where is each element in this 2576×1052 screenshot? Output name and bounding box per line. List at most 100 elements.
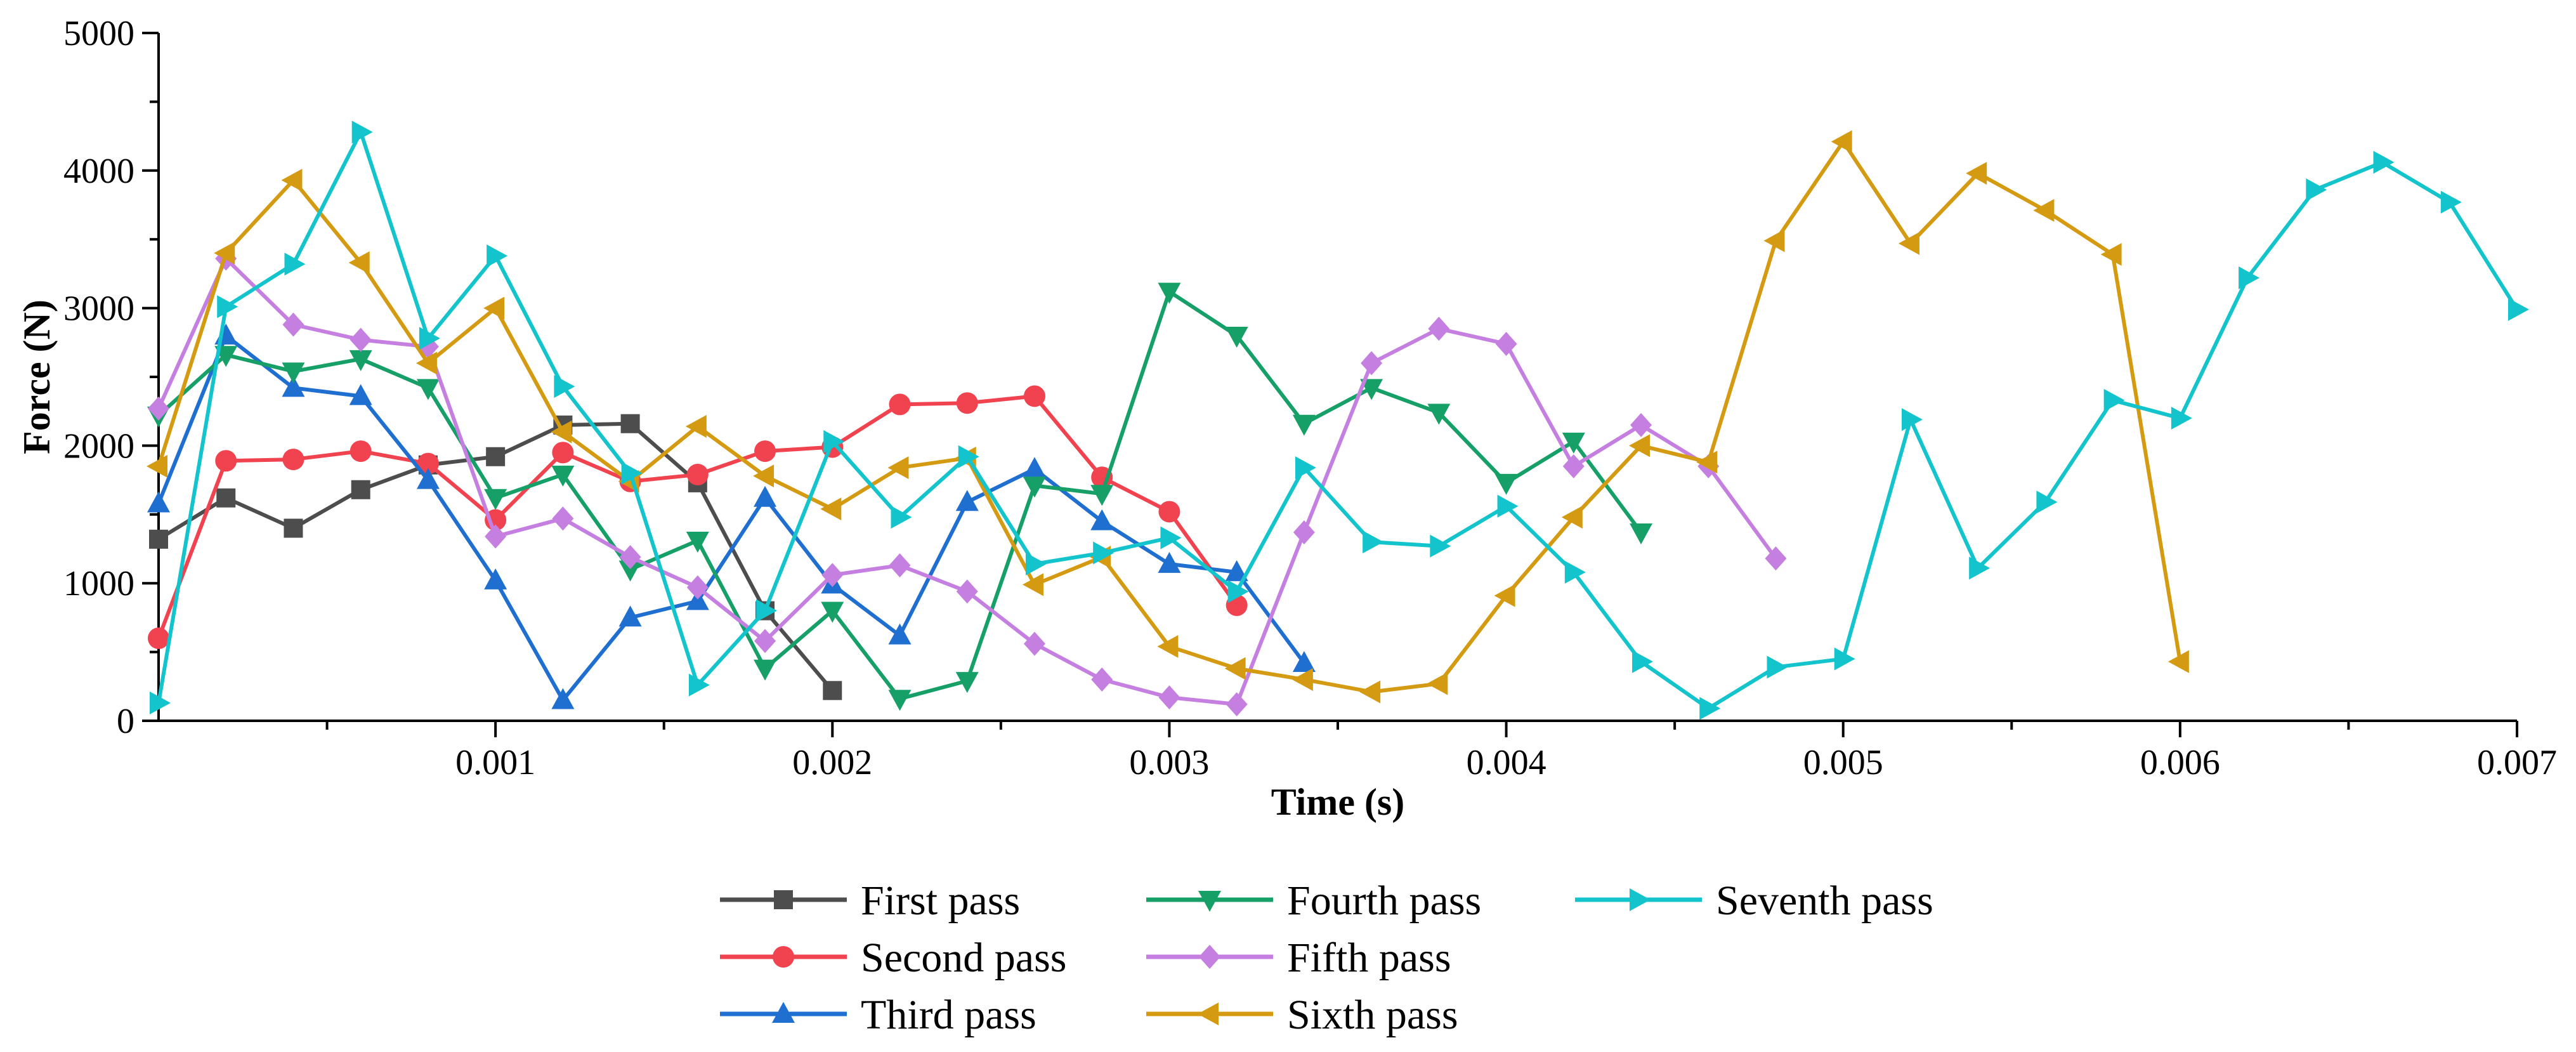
data-point-fifth-pass: [1428, 317, 1450, 341]
x-tick-label: 0.001: [455, 743, 535, 782]
data-point-seventh-pass: [351, 121, 373, 144]
axis-titles: Time (s) Force (N): [16, 299, 1404, 823]
data-point-seventh-pass: [621, 461, 643, 485]
data-point-seventh-pass: [487, 244, 508, 268]
data-point-second-pass: [1023, 385, 1045, 407]
data-point-third-pass: [416, 468, 440, 489]
data-point-fourth-pass: [1225, 326, 1248, 348]
x-tick-label: 0.007: [2477, 743, 2557, 782]
data-point-first-pass: [284, 518, 303, 538]
data-point-seventh-pass: [2103, 388, 2125, 412]
data-point-fourth-pass: [686, 531, 709, 553]
data-point-fifth-pass: [1226, 692, 1248, 716]
data-point-third-pass: [1090, 509, 1114, 530]
data-point-fifth-pass: [1495, 331, 1517, 356]
data-point-seventh-pass: [1430, 534, 1451, 558]
data-point-seventh-pass: [2306, 178, 2327, 202]
data-point-fourth-pass: [618, 560, 642, 582]
data-point-fifth-pass: [956, 579, 978, 604]
data-point-sixth-pass: [1696, 450, 1718, 474]
data-point-fourth-pass: [349, 350, 372, 371]
legend-swatch-marker: [773, 946, 794, 968]
legend-label: Third pass: [861, 992, 1036, 1038]
data-point-sixth-pass: [887, 456, 909, 480]
data-point-fifth-pass: [148, 396, 169, 421]
legend-label: Seventh pass: [1716, 878, 1933, 924]
data-point-fifth-pass: [1562, 454, 1585, 478]
data-point-seventh-pass: [1901, 408, 1923, 431]
data-point-sixth-pass: [1157, 634, 1179, 658]
data-point-fifth-pass: [754, 629, 776, 654]
data-point-seventh-pass: [1632, 650, 1654, 673]
data-point-seventh-pass: [756, 599, 778, 622]
data-point-fourth-pass: [821, 602, 844, 623]
data-point-seventh-pass: [1093, 541, 1115, 565]
data-point-seventh-pass: [2036, 490, 2058, 514]
data-point-fourth-pass: [888, 690, 912, 711]
data-point-sixth-pass: [1629, 434, 1651, 457]
data-point-first-pass: [149, 529, 168, 549]
data-point-fourth-pass: [1494, 473, 1518, 495]
data-point-fifth-pass: [1158, 685, 1180, 710]
data-point-seventh-pass: [150, 691, 171, 714]
y-axis-title: Force (N): [16, 299, 58, 454]
data-point-third-pass: [214, 323, 238, 345]
data-point-fourth-pass: [282, 362, 305, 384]
legend-swatch-marker: [1198, 1003, 1219, 1025]
data-point-fifth-pass: [686, 575, 709, 600]
data-point-fourth-pass: [754, 659, 777, 681]
x-tick-label: 0.006: [2140, 743, 2220, 782]
data-point-second-pass: [215, 450, 237, 472]
data-point-second-pass: [889, 393, 911, 416]
axes: [157, 33, 2517, 722]
data-point-second-pass: [956, 392, 978, 414]
data-point-third-pass: [1292, 650, 1316, 672]
y-tick-label: 1000: [63, 564, 134, 603]
data-point-seventh-pass: [958, 445, 979, 468]
data-point-first-pass: [486, 447, 506, 466]
legend-label: Fourth pass: [1287, 878, 1481, 924]
data-point-sixth-pass: [1494, 584, 1515, 607]
data-point-seventh-pass: [1969, 556, 1991, 580]
data-point-first-pass: [351, 480, 370, 499]
data-point-seventh-pass: [1025, 552, 1047, 575]
data-point-fourth-pass: [1427, 404, 1451, 425]
y-tick-label: 0: [117, 702, 134, 741]
data-point-sixth-pass: [214, 241, 235, 265]
data-point-sixth-pass: [1224, 657, 1246, 680]
data-point-fifth-pass: [552, 506, 574, 531]
series-fourth-pass: [147, 282, 1653, 711]
data-point-first-pass: [823, 681, 842, 700]
legend-swatch-marker: [1630, 888, 1651, 911]
data-point-fourth-pass: [416, 379, 440, 400]
series-fifth-pass: [148, 246, 1787, 716]
legend-item-seventh-pass: Seventh pass: [1575, 878, 1933, 924]
data-point-sixth-pass: [551, 420, 572, 444]
legend-swatch-marker: [774, 890, 793, 909]
data-point-fifth-pass: [282, 312, 304, 337]
legend-item-second-pass: Second pass: [720, 935, 1066, 981]
data-point-fifth-pass: [1361, 351, 1383, 376]
data-point-third-pass: [349, 384, 372, 405]
data-point-seventh-pass: [688, 673, 710, 697]
data-point-fourth-pass: [1630, 523, 1653, 544]
data-point-seventh-pass: [1564, 560, 1586, 584]
data-point-third-pass: [147, 491, 170, 513]
data-point-fifth-pass: [1765, 546, 1787, 571]
data-point-sixth-pass: [1427, 672, 1448, 695]
data-point-seventh-pass: [2171, 407, 2192, 430]
data-point-sixth-pass: [2033, 199, 2055, 222]
data-point-third-pass: [955, 490, 979, 511]
x-axis-title: Time (s): [1271, 781, 1405, 823]
data-point-sixth-pass: [1763, 229, 1785, 253]
data-point-second-pass: [686, 463, 709, 485]
legend: First pass Second pass Third pass Fourth pa…: [720, 878, 1933, 1038]
data-point-second-pass: [282, 449, 304, 471]
data-point-seventh-pass: [891, 506, 912, 529]
data-point-second-pass: [1158, 501, 1180, 523]
data-point-sixth-pass: [820, 497, 842, 521]
legend-item-first-pass: First pass: [720, 878, 1020, 924]
data-point-fourth-pass: [1158, 282, 1181, 304]
